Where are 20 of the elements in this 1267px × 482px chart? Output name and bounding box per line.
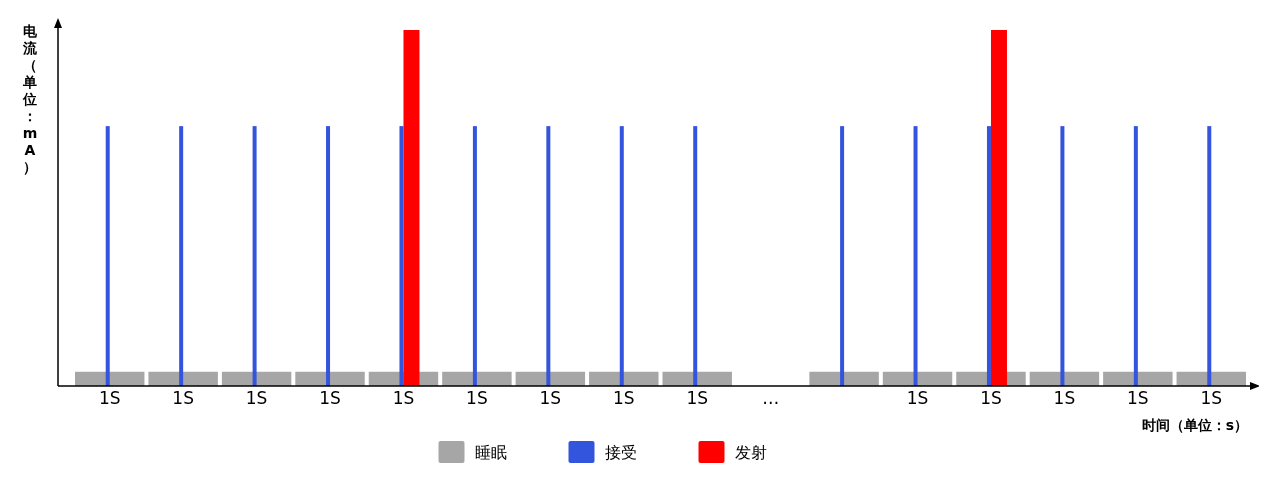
x-tick-label: 1S <box>245 388 268 408</box>
x-tick-label: … <box>762 388 780 408</box>
x-tick-label: 1S <box>612 388 635 408</box>
legend-label: 接受 <box>604 443 637 462</box>
legend-label: 发射 <box>734 443 767 462</box>
x-tick-label: 1S <box>319 388 341 408</box>
x-tick-label: 1S <box>466 388 488 408</box>
legend-label: 睡眠 <box>474 443 507 462</box>
x-tick-label: 1S <box>539 388 562 408</box>
x-axis-title: 时间（单位：s） <box>1141 417 1248 433</box>
x-tick-label: 1S <box>906 388 929 408</box>
x-tick-label: 1S <box>980 388 1002 408</box>
x-tick-label: 1S <box>1200 388 1223 408</box>
x-tick-label: 1S <box>686 388 709 408</box>
x-tick-label: 1S <box>1127 388 1149 408</box>
x-tick-label: 1S <box>98 388 121 408</box>
x-tick-label: 1S <box>1053 388 1076 408</box>
text: 电流（单位：mA） <box>22 23 38 175</box>
x-tick-label: 1S <box>172 388 194 408</box>
x-tick-label: 1S <box>392 388 415 408</box>
